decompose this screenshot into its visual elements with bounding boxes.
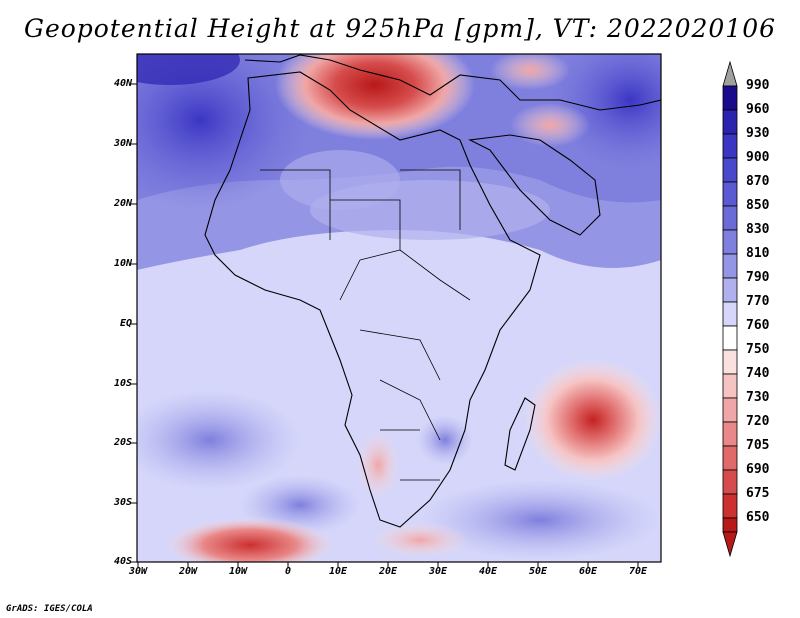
legend-swatch [722, 205, 738, 231]
legend-level: 960 [746, 102, 770, 117]
lon-label: 40E [478, 566, 498, 577]
lat-label: 20N [113, 198, 132, 209]
lon-label: 30W [128, 566, 148, 577]
coastlines [204, 54, 661, 528]
legend-level: 770 [746, 294, 770, 309]
madagascar-coastline [504, 397, 536, 471]
lon-label: 20W [178, 566, 198, 577]
legend-level: 705 [746, 438, 770, 453]
legend-level: 850 [746, 198, 770, 213]
legend-swatch [722, 421, 738, 447]
lat-label: 40S [113, 556, 132, 567]
legend-swatch [722, 109, 738, 135]
lon-label: 60E [578, 566, 598, 577]
legend-swatch [722, 469, 738, 495]
axis-ticks [131, 83, 639, 568]
legend-level: 750 [746, 342, 770, 357]
legend-level: 760 [746, 318, 770, 333]
lon-label: 30E [428, 566, 448, 577]
legend-swatch [722, 373, 738, 399]
plot-frame [136, 53, 662, 563]
arabia-coastline [468, 134, 601, 236]
legend-level: 740 [746, 366, 770, 381]
legend-swatch [722, 229, 738, 255]
legend-level: 720 [746, 414, 770, 429]
legend-colorbar [722, 60, 738, 558]
legend-level: 790 [746, 270, 770, 285]
legend-level: 690 [746, 462, 770, 477]
borders [260, 169, 471, 481]
height-field [137, 54, 661, 562]
legend-swatch [722, 157, 738, 183]
lat-label: 30S [113, 497, 132, 508]
lon-label: 0 [284, 566, 292, 577]
legend-level: 650 [746, 510, 770, 525]
lat-label: 10S [113, 378, 132, 389]
lon-label: 10E [328, 566, 348, 577]
legend-level: 810 [746, 246, 770, 261]
lat-label: EQ [119, 318, 132, 329]
legend-level: 730 [746, 390, 770, 405]
legend-level: 930 [746, 126, 770, 141]
legend-swatch [722, 253, 738, 279]
legend-level: 990 [746, 78, 770, 93]
legend-swatch [722, 349, 738, 375]
legend-swatch [722, 133, 738, 159]
legend-swatch [722, 493, 738, 519]
lon-label: 10W [228, 566, 248, 577]
legend-swatch [722, 301, 738, 327]
lon-label: 20E [378, 566, 398, 577]
legend-swatch [722, 517, 738, 533]
lat-label: 30N [113, 138, 132, 149]
legend-level: 900 [746, 150, 770, 165]
lon-label: 50E [528, 566, 548, 577]
europe-coastline [244, 54, 661, 111]
legend-swatch [722, 85, 738, 111]
lat-label: 10N [113, 258, 132, 269]
lat-label: 20S [113, 437, 132, 448]
legend-swatch [722, 445, 738, 471]
legend-arrow-top [722, 60, 738, 87]
legend-level: 830 [746, 222, 770, 237]
map-title: Geopotential Height at 925hPa [gpm], VT:… [23, 14, 777, 43]
legend-level: 870 [746, 174, 770, 189]
legend-swatch [722, 181, 738, 207]
legend-swatch [722, 277, 738, 303]
legend-arrow-bottom [722, 531, 738, 558]
lon-label: 70E [628, 566, 648, 577]
legend-level: 675 [746, 486, 770, 501]
lat-label: 40N [113, 78, 132, 89]
grads-credit: GrADS: IGES/COLA [6, 604, 93, 614]
legend-swatch [722, 325, 738, 351]
legend-swatch [722, 397, 738, 423]
africa-coastline [204, 71, 541, 528]
